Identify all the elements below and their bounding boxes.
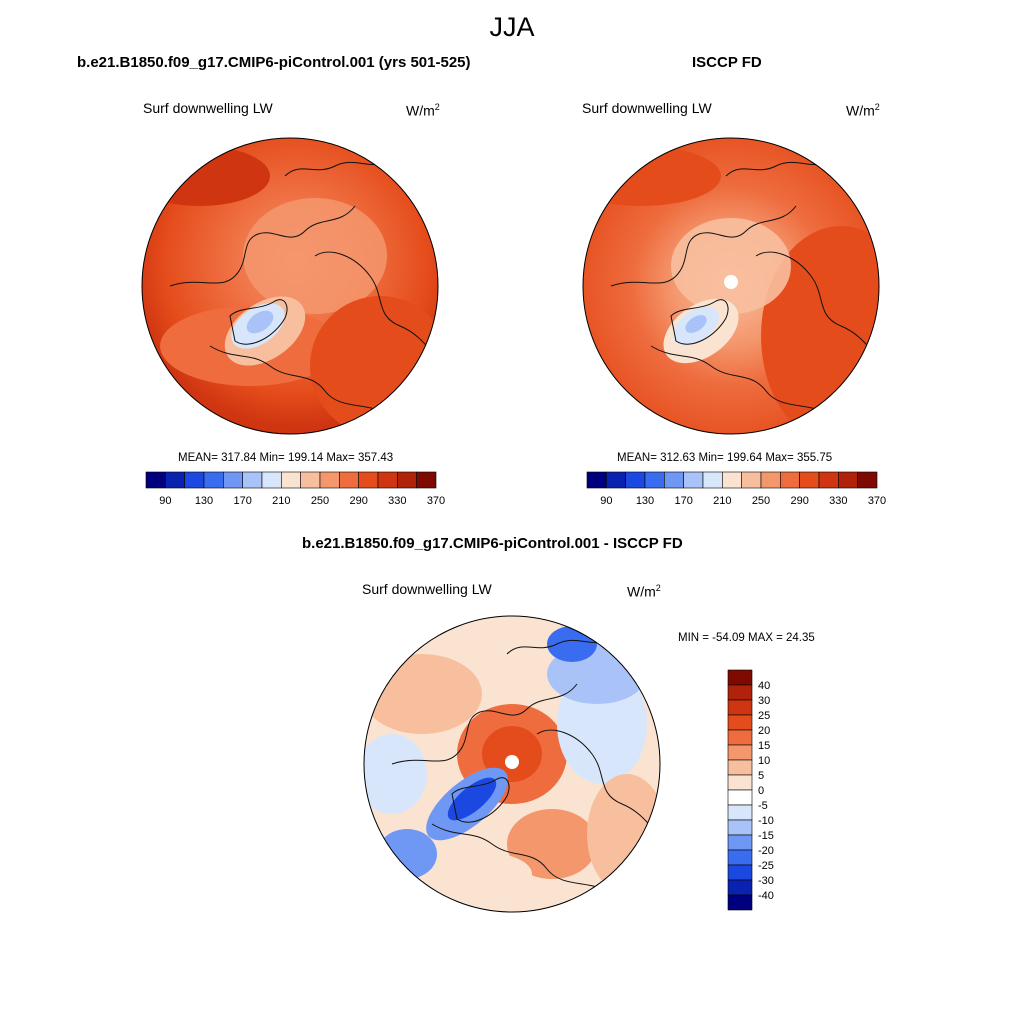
diff-colorbar-tick-label: -15 [758,830,774,842]
model-colorbar-cell [416,471,437,489]
model-colorbar-cell [145,471,166,489]
obs-colorbar-tick-label: 330 [829,495,847,507]
diff-colorbar-tick-label: -5 [758,800,768,812]
diff-colorbar-cell [727,759,753,776]
obs-colorbar-tick-label: 210 [713,495,731,507]
obs-colorbar-cell [780,471,800,489]
obs-colorbar-cell [838,471,858,489]
obs-colorbar-cell [683,471,704,489]
diff-colorbar-cell [727,789,753,806]
diff-colorbar-tick-label: -20 [758,845,774,857]
model-colorbar-cell [203,471,224,489]
model-colorbar-cell [397,471,417,489]
obs-colorbar-tick-label: 250 [752,495,770,507]
diff-colorbar-tick-label: 10 [758,755,770,767]
obs-colorbar-cell [857,471,878,489]
obs-panel-title: ISCCP FD [692,54,762,71]
diff-colorbar-cell [727,729,753,746]
obs-colorbar-tick-label: 130 [636,495,654,507]
model-colorbar-cell [281,471,301,489]
obs-colorbar-cell [722,471,742,489]
diff-colorbar-tick-label: -10 [758,815,774,827]
model-colorbar-cell [319,471,340,489]
obs-colorbar-cell [818,471,839,489]
diff-colorbar-cell [727,894,753,911]
obs-colorbar-tick-label: 370 [868,495,886,507]
diff-colorbar-cell [727,714,753,731]
obs-colorbar-tick-label: 290 [790,495,808,507]
model-panel-title: b.e21.B1850.f09_g17.CMIP6-piControl.001 … [77,54,471,71]
model-colorbar-tick-label: 330 [388,495,406,507]
obs-colorbar-cell [644,471,665,489]
diff-colorbar: 40 30 25 20 15 10 5 0 -5 -10 -15 -20 -25 -30 -40 [727,669,774,911]
model-variable-label: Surf downwelling LW [143,100,273,116]
obs-colorbar-tick-label: 170 [674,495,692,507]
model-colorbar-tick-label: 130 [195,495,213,507]
diff-colorbar-tick-label: 25 [758,710,770,722]
diff-colorbar-tick-label: -40 [758,890,774,902]
model-stats: MEAN= 317.84 Min= 199.14 Max= 357.43 [178,452,394,464]
model-colorbar-cell [358,471,379,489]
model-colorbar: 90 130 170 210 250 290 330 370 [145,471,445,507]
diff-polar-map [363,615,661,913]
diff-colorbar-cell [727,699,753,716]
model-colorbar-cell [223,471,243,489]
diff-colorbar-tick-label: 0 [758,785,764,797]
model-colorbar-cell [242,471,263,489]
diff-colorbar-cell [727,849,753,866]
obs-colorbar-cell [625,471,646,489]
diff-stats: MIN = -54.09 MAX = 24.35 [678,632,815,644]
diff-colorbar-cell [727,819,753,836]
model-colorbar-cell [300,471,321,489]
diff-colorbar-cell [727,774,753,791]
diff-colorbar-tick-label: 30 [758,695,770,707]
diff-colorbar-cell [727,804,753,821]
diff-variable-label: Surf downwelling LW [362,581,492,597]
obs-variable-label: Surf downwelling LW [582,100,712,116]
obs-colorbar: 90 130 170 210 250 290 330 370 [586,471,886,507]
model-colorbar-cell [261,471,282,489]
obs-units-label: W/m2 [846,102,880,119]
model-polar-map [141,137,439,435]
model-colorbar-tick-label: 250 [311,495,329,507]
model-colorbar-tick-label: 210 [272,495,290,507]
obs-colorbar-cell [741,471,762,489]
diff-colorbar-tick-label: 40 [758,680,770,692]
diff-colorbar-tick-label: 5 [758,770,764,782]
season-title: JJA [489,12,535,42]
obs-colorbar-cell [664,471,684,489]
diff-colorbar-tick-label: 20 [758,725,770,737]
model-colorbar-tick-label: 170 [233,495,251,507]
obs-colorbar-cell [799,471,820,489]
obs-stats: MEAN= 312.63 Min= 199.64 Max= 355.75 [617,452,833,464]
obs-colorbar-cell [702,471,723,489]
obs-colorbar-cell [606,471,626,489]
diff-colorbar-cell [727,834,753,851]
model-colorbar-cell [165,471,185,489]
obs-polar-map [582,137,880,435]
model-colorbar-cell [184,471,205,489]
diff-units-label: W/m2 [627,583,661,600]
diff-colorbar-tick-label: -30 [758,875,774,887]
diff-colorbar-cell [727,744,753,761]
diff-colorbar-tick-label: 15 [758,740,770,752]
diff-colorbar-cell [727,879,753,896]
diff-colorbar-cell [727,684,753,701]
diff-colorbar-tick-label: -25 [758,860,774,872]
diff-colorbar-cell [727,669,753,686]
obs-colorbar-cell [760,471,781,489]
model-colorbar-cell [377,471,398,489]
obs-colorbar-cell [586,471,607,489]
diff-panel-title: b.e21.B1850.f09_g17.CMIP6-piControl.001 … [302,535,683,552]
model-colorbar-cell [339,471,359,489]
model-colorbar-tick-label: 370 [427,495,445,507]
obs-colorbar-tick-label: 90 [600,495,612,507]
diff-colorbar-cell [727,864,753,881]
model-units-label: W/m2 [406,102,440,119]
model-colorbar-tick-label: 290 [349,495,367,507]
model-colorbar-tick-label: 90 [159,495,171,507]
